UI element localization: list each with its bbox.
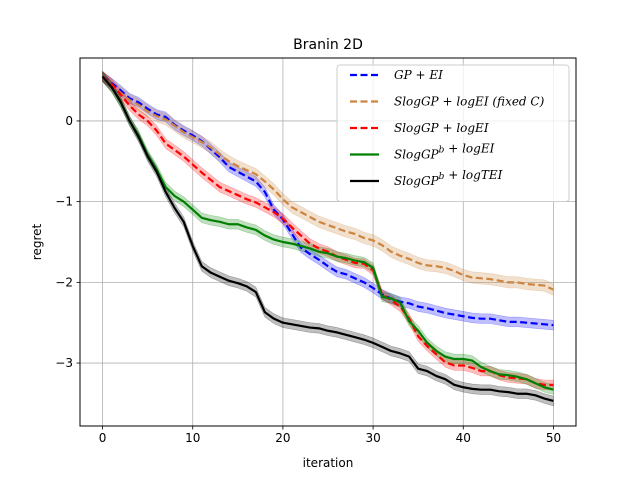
legend-label-0: GP + EI xyxy=(394,68,443,82)
legend-label-1: SlogGP + logEI (fixed C) xyxy=(394,95,545,109)
y-tick-label: 0 xyxy=(65,114,73,128)
axis-ticks: 0 10 20 30 40 50 0 −1 −2 −3 xyxy=(55,114,561,445)
series-line-4 xyxy=(101,75,554,403)
legend-label-3: SlogGPb + logEI xyxy=(394,142,495,162)
series-band-3 xyxy=(102,70,554,395)
plot-frame xyxy=(79,57,577,427)
x-tick-label: 0 xyxy=(99,431,107,445)
x-tick-label: 20 xyxy=(275,431,290,445)
legend-box xyxy=(336,64,570,202)
y-tick-label: −1 xyxy=(55,195,73,209)
x-tick-label: 50 xyxy=(546,431,561,445)
series-line-1 xyxy=(101,75,554,291)
series-lines xyxy=(101,75,554,403)
legend-label-2: SlogGP + logEI xyxy=(394,121,489,135)
y-tick-label: −2 xyxy=(55,275,73,289)
x-tick-label: 30 xyxy=(365,431,380,445)
x-axis-label: iteration xyxy=(303,456,354,470)
chart-title: Branin 2D xyxy=(293,37,363,53)
series-line-0 xyxy=(101,75,554,327)
series-band-4 xyxy=(102,70,554,407)
legend: GP + EI SlogGP + logEI (fixed C) SlogGP + … xyxy=(336,64,570,202)
legend-label-4: SlogGPb + logTEI xyxy=(394,168,503,188)
series-band-1 xyxy=(102,70,554,296)
series-band-0 xyxy=(102,71,554,331)
x-tick-label: 40 xyxy=(456,431,471,445)
series-line-3 xyxy=(101,75,554,391)
series-line-2 xyxy=(101,75,554,386)
y-axis-label: regret xyxy=(30,223,44,260)
x-tick-label: 10 xyxy=(185,431,200,445)
y-tick-label: −3 xyxy=(55,356,73,370)
